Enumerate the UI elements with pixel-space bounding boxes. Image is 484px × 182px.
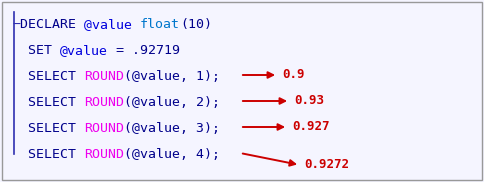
Text: −: −: [12, 18, 20, 31]
Text: 0.9: 0.9: [282, 68, 304, 82]
Text: 0.93: 0.93: [294, 94, 324, 108]
Text: ROUND: ROUND: [84, 148, 124, 161]
Text: ROUND: ROUND: [84, 70, 124, 83]
Text: @value: @value: [84, 18, 140, 31]
Text: SELECT: SELECT: [12, 70, 84, 83]
Text: (@value, 4);: (@value, 4);: [124, 148, 220, 161]
Text: (10): (10): [180, 18, 212, 31]
Text: 0.927: 0.927: [292, 120, 330, 134]
Text: SELECT: SELECT: [12, 96, 84, 109]
Text: (@value, 1);: (@value, 1);: [124, 70, 220, 83]
Text: ROUND: ROUND: [84, 122, 124, 135]
Text: = .92719: = .92719: [108, 44, 180, 57]
Text: SET: SET: [12, 44, 60, 57]
Text: 0.9272: 0.9272: [304, 159, 349, 171]
Text: (@value, 3);: (@value, 3);: [124, 122, 220, 135]
Text: SELECT: SELECT: [12, 148, 84, 161]
Text: (@value, 2);: (@value, 2);: [124, 96, 220, 109]
Text: SELECT: SELECT: [12, 122, 84, 135]
Text: ROUND: ROUND: [84, 96, 124, 109]
Text: DECLARE: DECLARE: [20, 18, 84, 31]
Text: @value: @value: [60, 44, 108, 57]
Text: float: float: [140, 18, 180, 31]
